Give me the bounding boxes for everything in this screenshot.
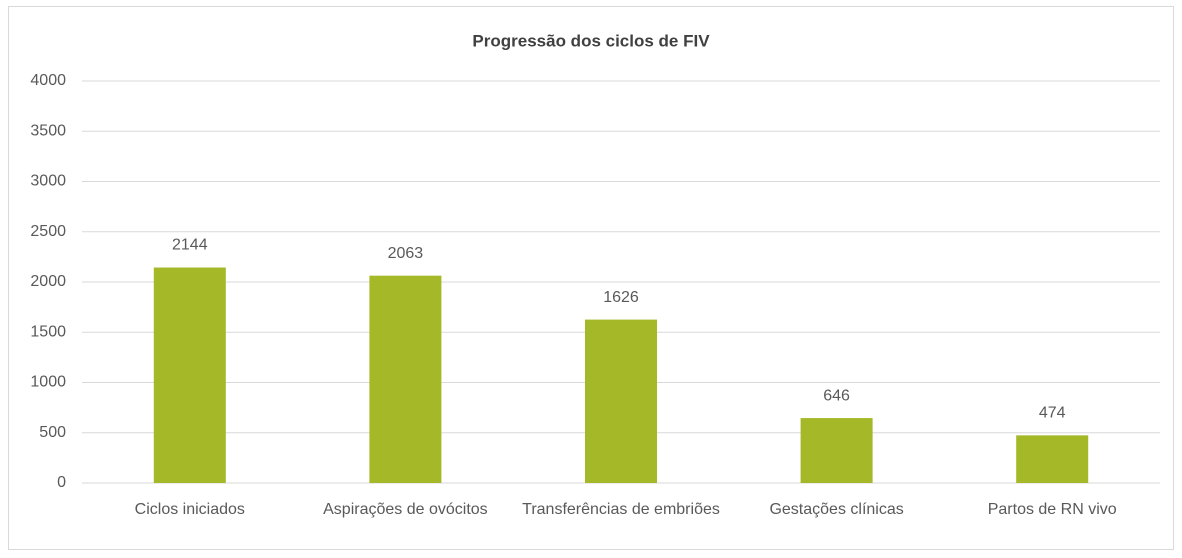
y-tick-label: 500 xyxy=(39,424,66,441)
y-tick-label: 3000 xyxy=(30,173,66,190)
bar xyxy=(800,418,873,483)
data-label: 646 xyxy=(823,387,850,404)
y-tick-label: 1000 xyxy=(30,374,66,391)
bar xyxy=(1016,435,1089,483)
y-tick-label: 4000 xyxy=(30,72,66,89)
x-tick-label: Partos de RN vivo xyxy=(987,501,1117,518)
y-tick-label: 2000 xyxy=(30,273,66,290)
x-tick-label: Ciclos iniciados xyxy=(134,501,245,518)
chart-title: Progressão dos ciclos de FIV xyxy=(472,31,710,50)
bar xyxy=(153,267,226,483)
y-tick-label: 0 xyxy=(57,474,66,491)
data-label: 2063 xyxy=(388,245,424,262)
y-tick-label: 1500 xyxy=(30,323,66,340)
x-tick-label: Aspirações de ovócitos xyxy=(323,501,488,518)
x-tick-label: Transferências de embriões xyxy=(522,501,720,518)
data-label: 1626 xyxy=(603,289,639,306)
y-tick-label: 3500 xyxy=(30,122,66,139)
bar xyxy=(585,319,657,483)
data-label: 474 xyxy=(1039,405,1066,422)
bar xyxy=(369,275,442,483)
x-tick-label: Gestações clínicas xyxy=(769,501,904,518)
y-tick-label: 2500 xyxy=(30,223,66,240)
data-label: 2144 xyxy=(172,237,208,254)
